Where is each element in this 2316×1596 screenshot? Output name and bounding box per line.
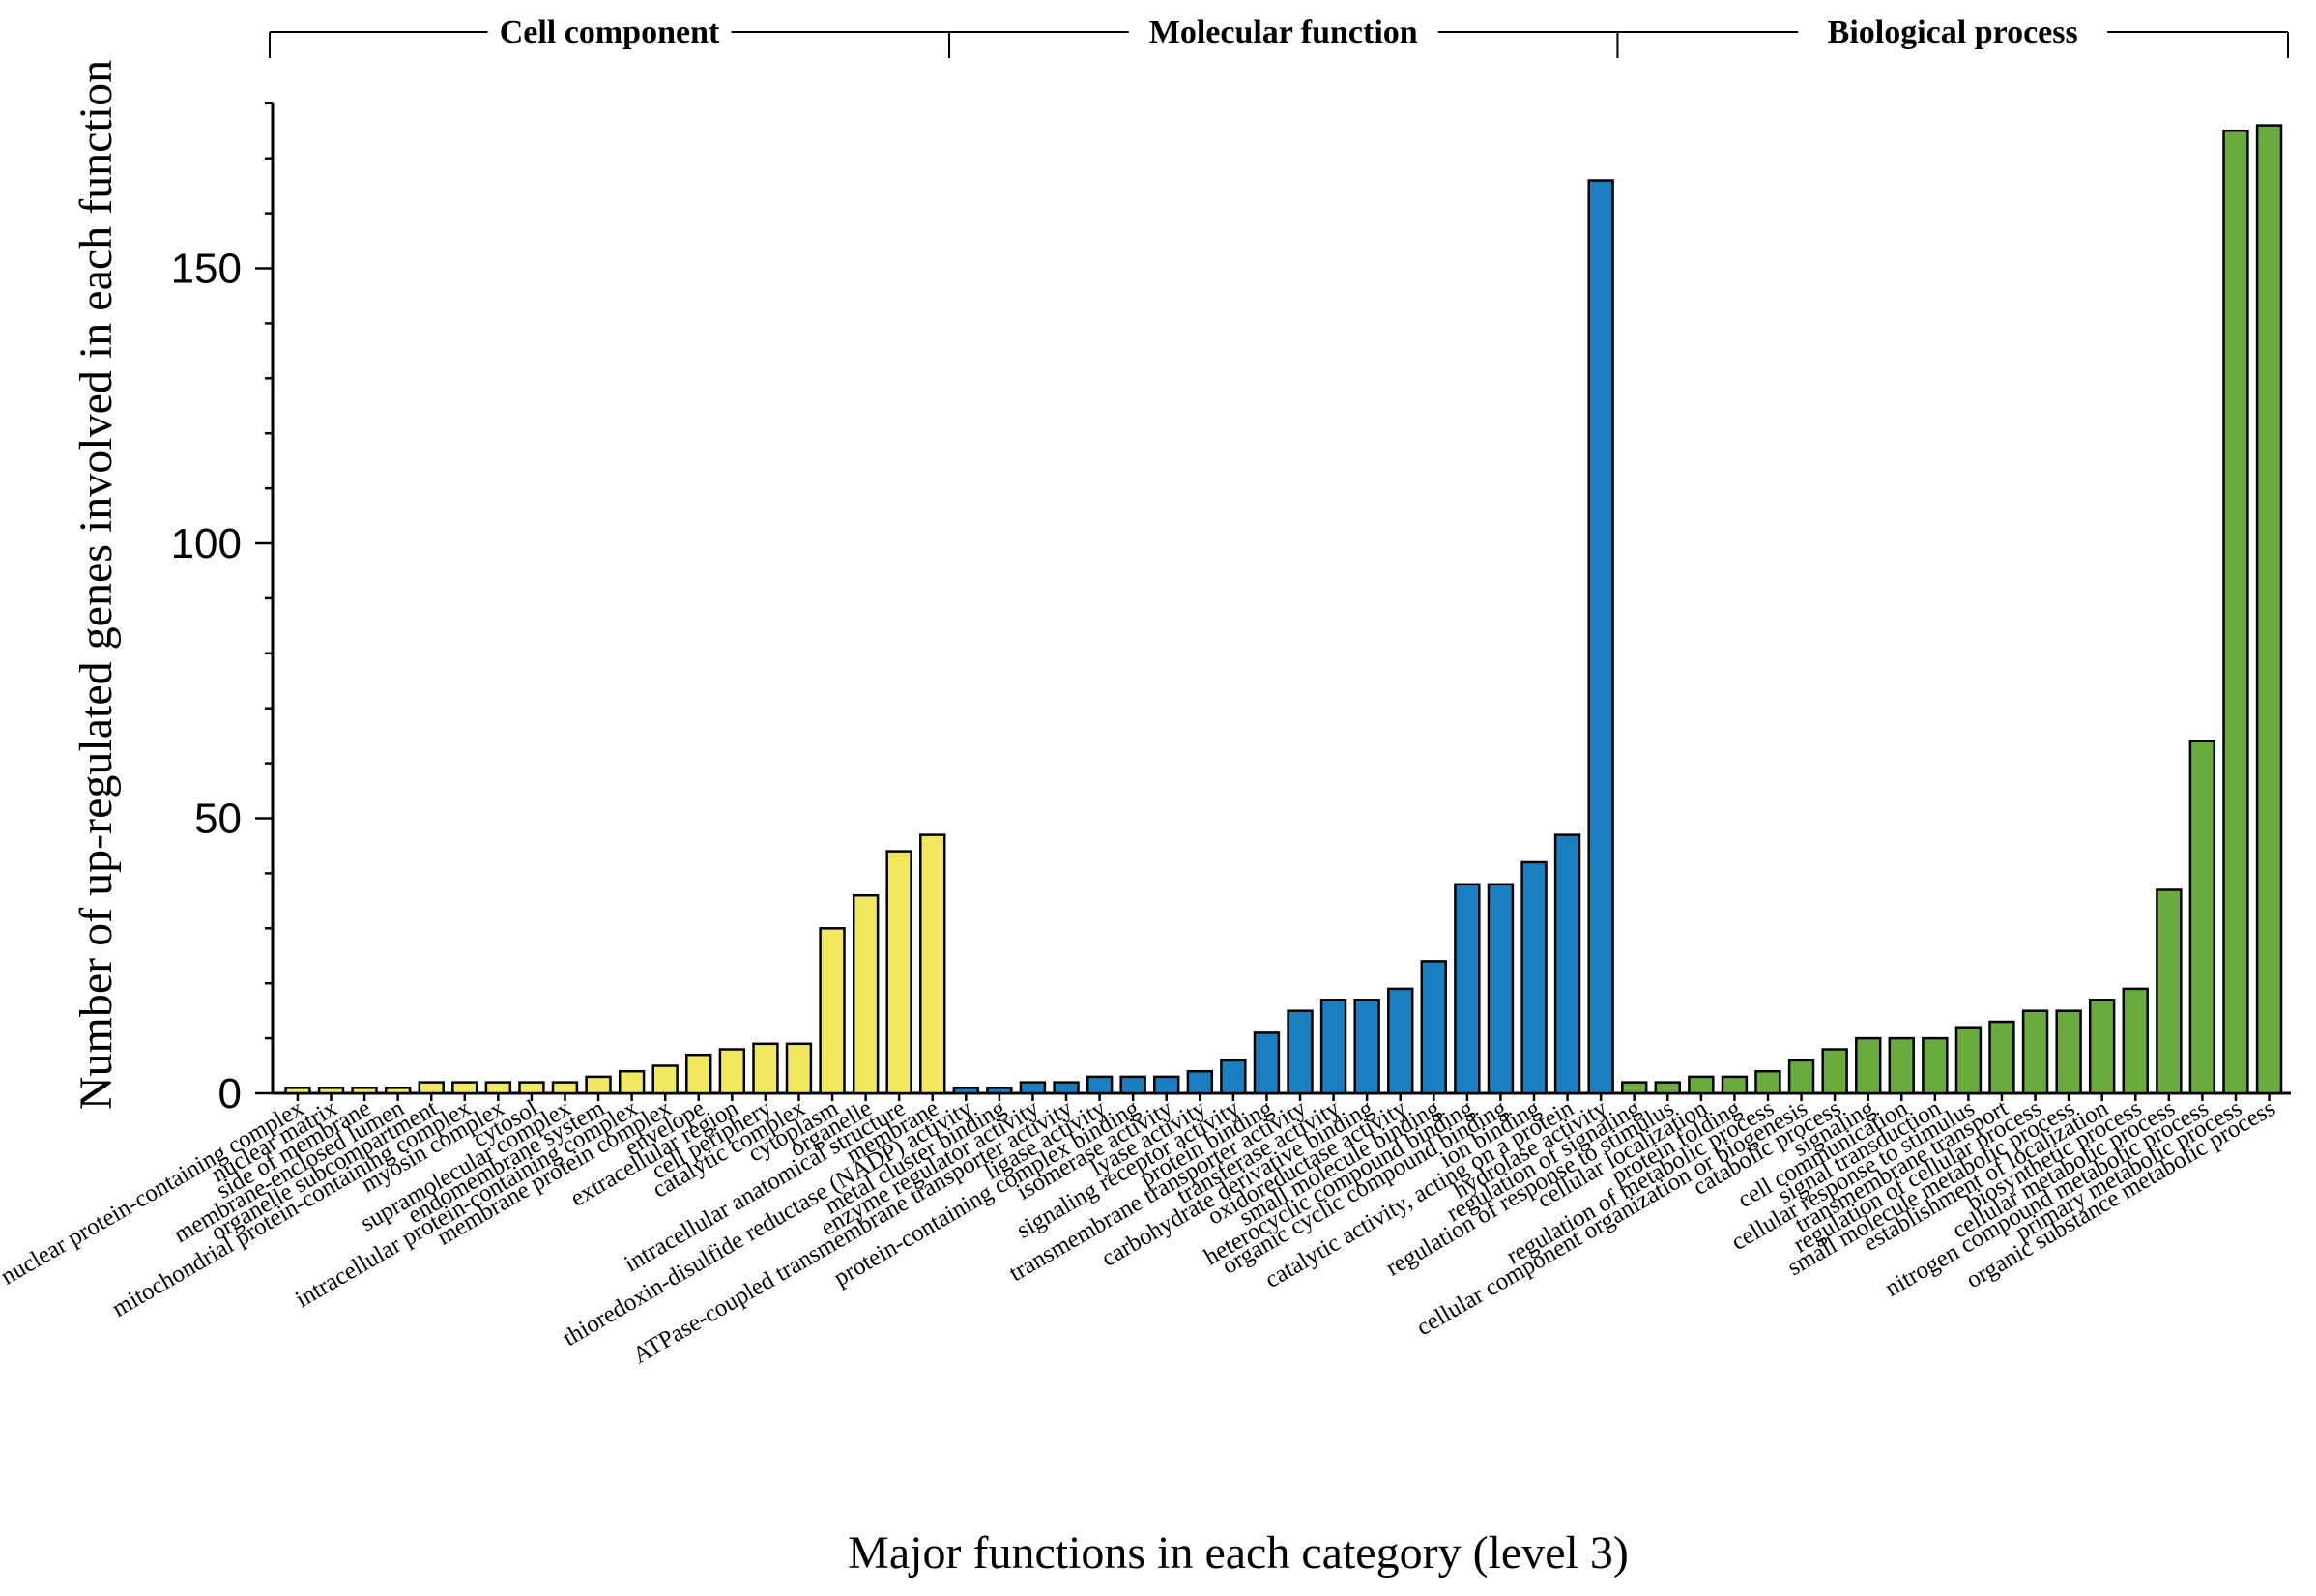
group-brackets-layer: Cell component Molecular function Biologic… [269,11,2289,58]
bar: cellular metabolic process: 37 [2156,888,2183,1095]
bar: cytoplasm: 30 [819,927,846,1095]
y-tick-label: 0 [218,1070,242,1117]
bar: nuclear matrix: 1 [317,1087,345,1095]
bar: metal cluster binding: 1 [986,1087,1013,1095]
group-label: Molecular function [1149,15,1418,50]
bar: cellular component organization or bioge… [1787,1059,1815,1095]
bar: membrane protein complex: 5 [651,1064,679,1095]
y-tick-label: 150 [171,246,242,293]
bar: signal transduction: 10 [1922,1036,1949,1095]
bar: lyase activity: 4 [1186,1069,1214,1095]
bar: nuclear protein-containing complex: 1 [284,1087,311,1095]
y-axis-label: Number of up-regulated genes involved in… [71,60,122,1110]
bars-layer: nuclear protein-containing complex: 1 nuc… [284,124,2283,1095]
bar: small molecule binding: 24 [1420,960,1447,1095]
category-labels-layer: nuclear protein-containing complexnuclea… [0,1095,2280,1370]
bar: organic substance metabolic process: 176 [2255,124,2283,1095]
bar: organic cyclic compound binding: 38 [1487,883,1515,1095]
bar: protein-containing complex binding: 3 [1119,1075,1146,1095]
bar: hydrolase activity: 166 [1587,179,1614,1095]
bar: intracellular anatomical structure: 44 [885,850,912,1095]
group-label: Cell component [500,15,720,50]
bar: catabolic process: 8 [1821,1048,1848,1095]
bar: protein binding: 11 [1253,1031,1281,1095]
bar: regulation of signaling: 2 [1621,1081,1648,1095]
bar: regulation of metabolic process: 4 [1754,1069,1781,1095]
axes-layer: 0 50 100 150 [171,102,2291,1117]
bar: membrane-enclosed lumen: 1 [384,1087,412,1095]
bar: cell communication: 10 [1888,1036,1915,1095]
group-label-backdrop [487,11,732,40]
bar: signaling: 10 [1855,1036,1882,1095]
bar: extracellular region: 8 [718,1048,746,1095]
bar: cytosol: 2 [518,1081,545,1095]
bar: supramolecular complex: 2 [551,1081,579,1095]
bar: transmembrane transport: 13 [1988,1020,2015,1095]
group-label-backdrop [1798,11,2108,40]
bar: side of membrane: 1 [351,1087,378,1095]
bar: regulation of cellular process: 15 [2021,1009,2049,1095]
bar: regulation of response to stimulus: 2 [1654,1081,1681,1095]
y-tick-label: 50 [194,796,242,843]
bar: ion binding: 42 [1520,860,1548,1095]
bar: membrane: 47 [919,833,946,1095]
bar: catalytic activity, acting on a protein:… [1553,833,1581,1095]
bar: cellular response to stimulus: 12 [1954,1026,1983,1095]
group-label-backdrop [1128,11,1438,40]
bar: thioredoxin-disulfide reductase (NADP) a… [952,1087,980,1095]
bar: myosin complex: 2 [484,1081,512,1095]
bar: ATPase-coupled transmembrane transporter… [1053,1081,1080,1095]
bar: isomerase activity: 3 [1153,1075,1180,1095]
bar: enzyme regulator activity: 2 [1019,1081,1047,1095]
bar: signaling receptor activity: 6 [1220,1059,1247,1095]
bar: endomembrane system: 3 [585,1075,612,1095]
bar: organelle: 36 [852,893,880,1095]
bar: carbohydrate derivative binding: 17 [1353,999,1380,1095]
bar: organelle subcompartment: 2 [418,1081,445,1095]
x-axis-label: Major functions in each category (level … [848,1527,1629,1579]
bar: cell periphery: 9 [752,1042,779,1095]
group-label: Biological process [1828,15,2078,50]
bar: oxidoreductase activity: 19 [1387,987,1414,1095]
bar: mitochondrial protein-containing complex… [451,1081,478,1095]
bar: intracellular protein-containing complex… [618,1069,646,1095]
bar: nitrogen compound metabolic process: 64 [2188,740,2216,1095]
bar: protein folding: 3 [1721,1075,1749,1095]
bar: biosynthetic process: 19 [2122,987,2149,1095]
bar: transferase activity: 17 [1319,999,1347,1095]
bar: catalytic complex: 9 [785,1042,813,1095]
bar: transmembrane transporter activity: 15 [1287,1009,1314,1095]
bar: ligase activity: 3 [1086,1075,1114,1095]
bar: primary metabolic process: 175 [2222,129,2249,1095]
bar: cellular localization: 3 [1688,1075,1715,1095]
bar: heterocyclic compound binding: 38 [1454,883,1481,1095]
bar: envelope: 7 [685,1053,712,1095]
bar: establishment of localization: 17 [2088,999,2116,1095]
y-tick-label: 100 [171,520,242,567]
bar: small molecule metabolic process: 15 [2055,1009,2082,1095]
